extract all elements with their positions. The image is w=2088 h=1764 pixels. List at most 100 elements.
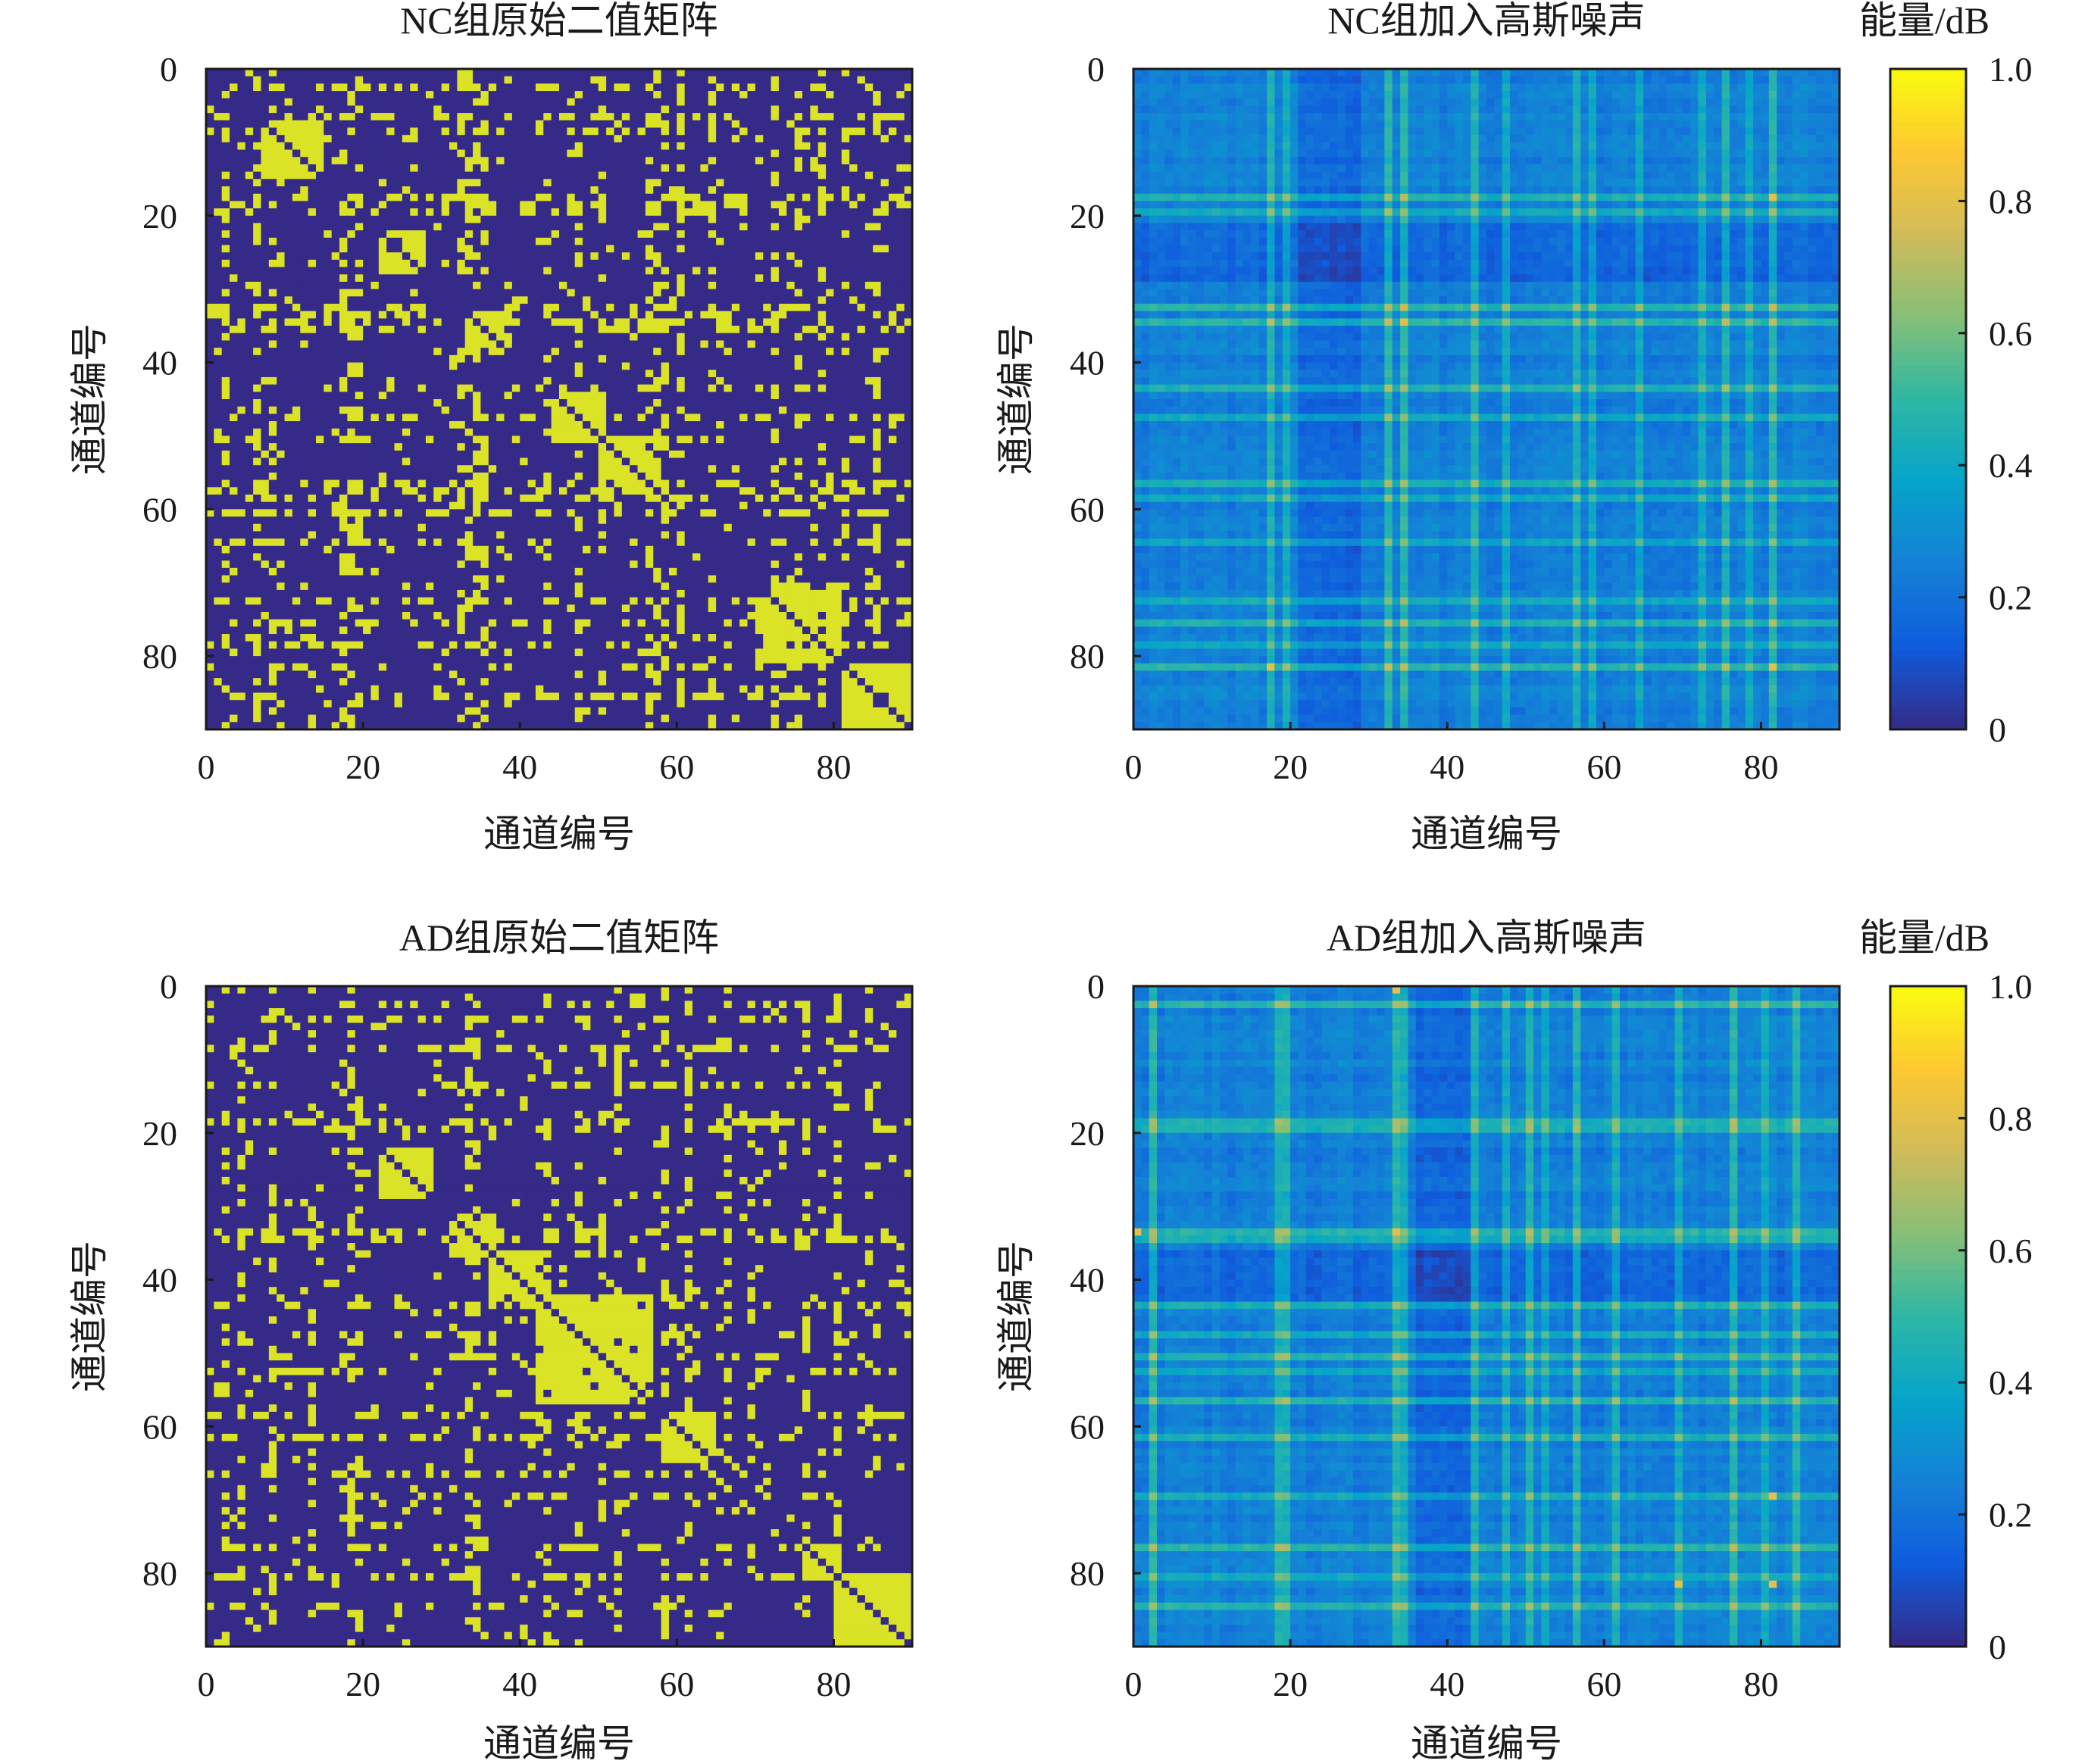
heatmap-cell bbox=[716, 296, 725, 304]
heatmap-cell bbox=[802, 281, 811, 290]
heatmap-cell bbox=[268, 450, 277, 459]
heatmap-cell bbox=[810, 69, 819, 77]
heatmap-cell bbox=[864, 436, 874, 444]
heatmap-cell bbox=[480, 91, 489, 99]
heatmap-cell bbox=[292, 179, 301, 187]
heatmap-cell bbox=[833, 289, 842, 297]
heatmap-cell bbox=[315, 76, 324, 84]
heatmap-cell bbox=[473, 472, 482, 481]
heatmap-cell bbox=[511, 83, 520, 92]
heatmap-cell bbox=[425, 333, 434, 342]
heatmap-cell bbox=[277, 436, 286, 444]
heatmap-cell bbox=[708, 76, 717, 84]
heatmap-cell bbox=[794, 157, 803, 165]
heatmap-cell bbox=[253, 406, 262, 414]
heatmap-cell bbox=[826, 340, 835, 348]
heatmap-cell bbox=[653, 91, 662, 99]
heatmap-cell bbox=[630, 406, 639, 414]
heatmap-cell bbox=[614, 237, 623, 246]
heatmap-cell bbox=[794, 354, 803, 364]
heatmap-cell bbox=[598, 421, 607, 429]
heatmap-cell bbox=[802, 428, 811, 437]
heatmap-cell bbox=[606, 450, 615, 459]
heatmap-cell bbox=[583, 237, 592, 246]
heatmap-cell bbox=[433, 465, 442, 473]
heatmap-cell bbox=[755, 91, 764, 99]
heatmap-cell bbox=[425, 223, 434, 231]
heatmap-cell bbox=[237, 142, 246, 151]
heatmap-cell bbox=[417, 392, 427, 400]
heatmap-cell bbox=[888, 157, 897, 165]
heatmap-cell bbox=[230, 208, 239, 217]
heatmap-cell bbox=[645, 252, 654, 261]
heatmap-cell bbox=[637, 348, 646, 356]
heatmap-cell bbox=[590, 457, 599, 466]
heatmap-cell bbox=[230, 105, 239, 114]
heatmap-cell bbox=[464, 406, 474, 414]
heatmap-cell bbox=[551, 406, 560, 414]
heatmap-cell bbox=[551, 318, 560, 326]
heatmap-cell bbox=[700, 120, 709, 129]
heatmap-cell bbox=[857, 223, 866, 231]
heatmap-cell bbox=[778, 193, 787, 201]
heatmap-cell bbox=[300, 223, 309, 231]
heatmap-cell bbox=[692, 142, 701, 151]
heatmap-cell bbox=[480, 472, 489, 481]
heatmap-cell bbox=[221, 472, 230, 481]
heatmap-cell bbox=[473, 76, 482, 84]
heatmap-cell bbox=[324, 179, 333, 187]
heatmap-cell bbox=[480, 179, 489, 187]
heatmap-cell bbox=[221, 414, 230, 422]
heatmap-cell bbox=[630, 179, 639, 187]
heatmap-cell bbox=[433, 370, 442, 378]
heatmap-cell bbox=[324, 370, 333, 378]
heatmap-cell bbox=[802, 69, 811, 77]
heatmap-cell bbox=[590, 421, 599, 429]
heatmap-cell bbox=[645, 76, 654, 84]
heatmap-cell bbox=[402, 348, 411, 356]
heatmap-cell bbox=[496, 399, 505, 407]
heatmap-cell bbox=[292, 76, 301, 84]
heatmap-cell bbox=[724, 421, 733, 429]
heatmap-cell bbox=[520, 443, 529, 451]
heatmap-cell bbox=[284, 340, 293, 348]
heatmap-cell bbox=[300, 376, 309, 386]
heatmap-cell bbox=[315, 281, 324, 290]
heatmap-cell bbox=[802, 171, 811, 180]
heatmap-cell bbox=[324, 171, 333, 180]
heatmap-cell bbox=[684, 201, 693, 209]
heatmap-cell bbox=[230, 406, 239, 414]
heatmap-cell bbox=[339, 304, 348, 312]
heatmap-cell bbox=[583, 450, 592, 459]
heatmap-cell bbox=[833, 135, 842, 143]
heatmap-cell bbox=[464, 450, 474, 459]
heatmap-cell bbox=[284, 186, 293, 195]
heatmap-cell bbox=[606, 348, 615, 356]
heatmap-cell bbox=[668, 157, 677, 165]
heatmap-cell bbox=[331, 83, 340, 92]
heatmap-cell bbox=[786, 76, 796, 84]
heatmap-cell bbox=[394, 281, 403, 290]
heatmap-cell bbox=[268, 399, 277, 407]
heatmap-cell bbox=[724, 450, 733, 459]
heatmap-cell bbox=[857, 193, 866, 201]
heatmap-cell bbox=[527, 127, 536, 136]
heatmap-cell bbox=[394, 245, 403, 253]
heatmap-cell bbox=[794, 76, 803, 84]
heatmap-cell bbox=[543, 399, 552, 407]
heatmap-cell bbox=[567, 348, 576, 356]
heatmap-cell bbox=[277, 318, 286, 326]
heatmap-cell bbox=[410, 127, 419, 136]
heatmap-cell bbox=[621, 457, 630, 466]
heatmap-cell bbox=[873, 171, 882, 180]
heatmap-cell bbox=[826, 113, 835, 121]
heatmap-cell bbox=[277, 311, 286, 320]
heatmap-cell bbox=[253, 105, 262, 114]
heatmap-cell bbox=[677, 421, 686, 429]
heatmap-cell bbox=[841, 406, 850, 414]
heatmap-cell bbox=[888, 113, 897, 121]
heatmap-cell bbox=[857, 91, 866, 99]
heatmap-cell bbox=[567, 450, 576, 459]
heatmap-cell bbox=[896, 443, 905, 451]
heatmap-cell bbox=[496, 186, 505, 195]
